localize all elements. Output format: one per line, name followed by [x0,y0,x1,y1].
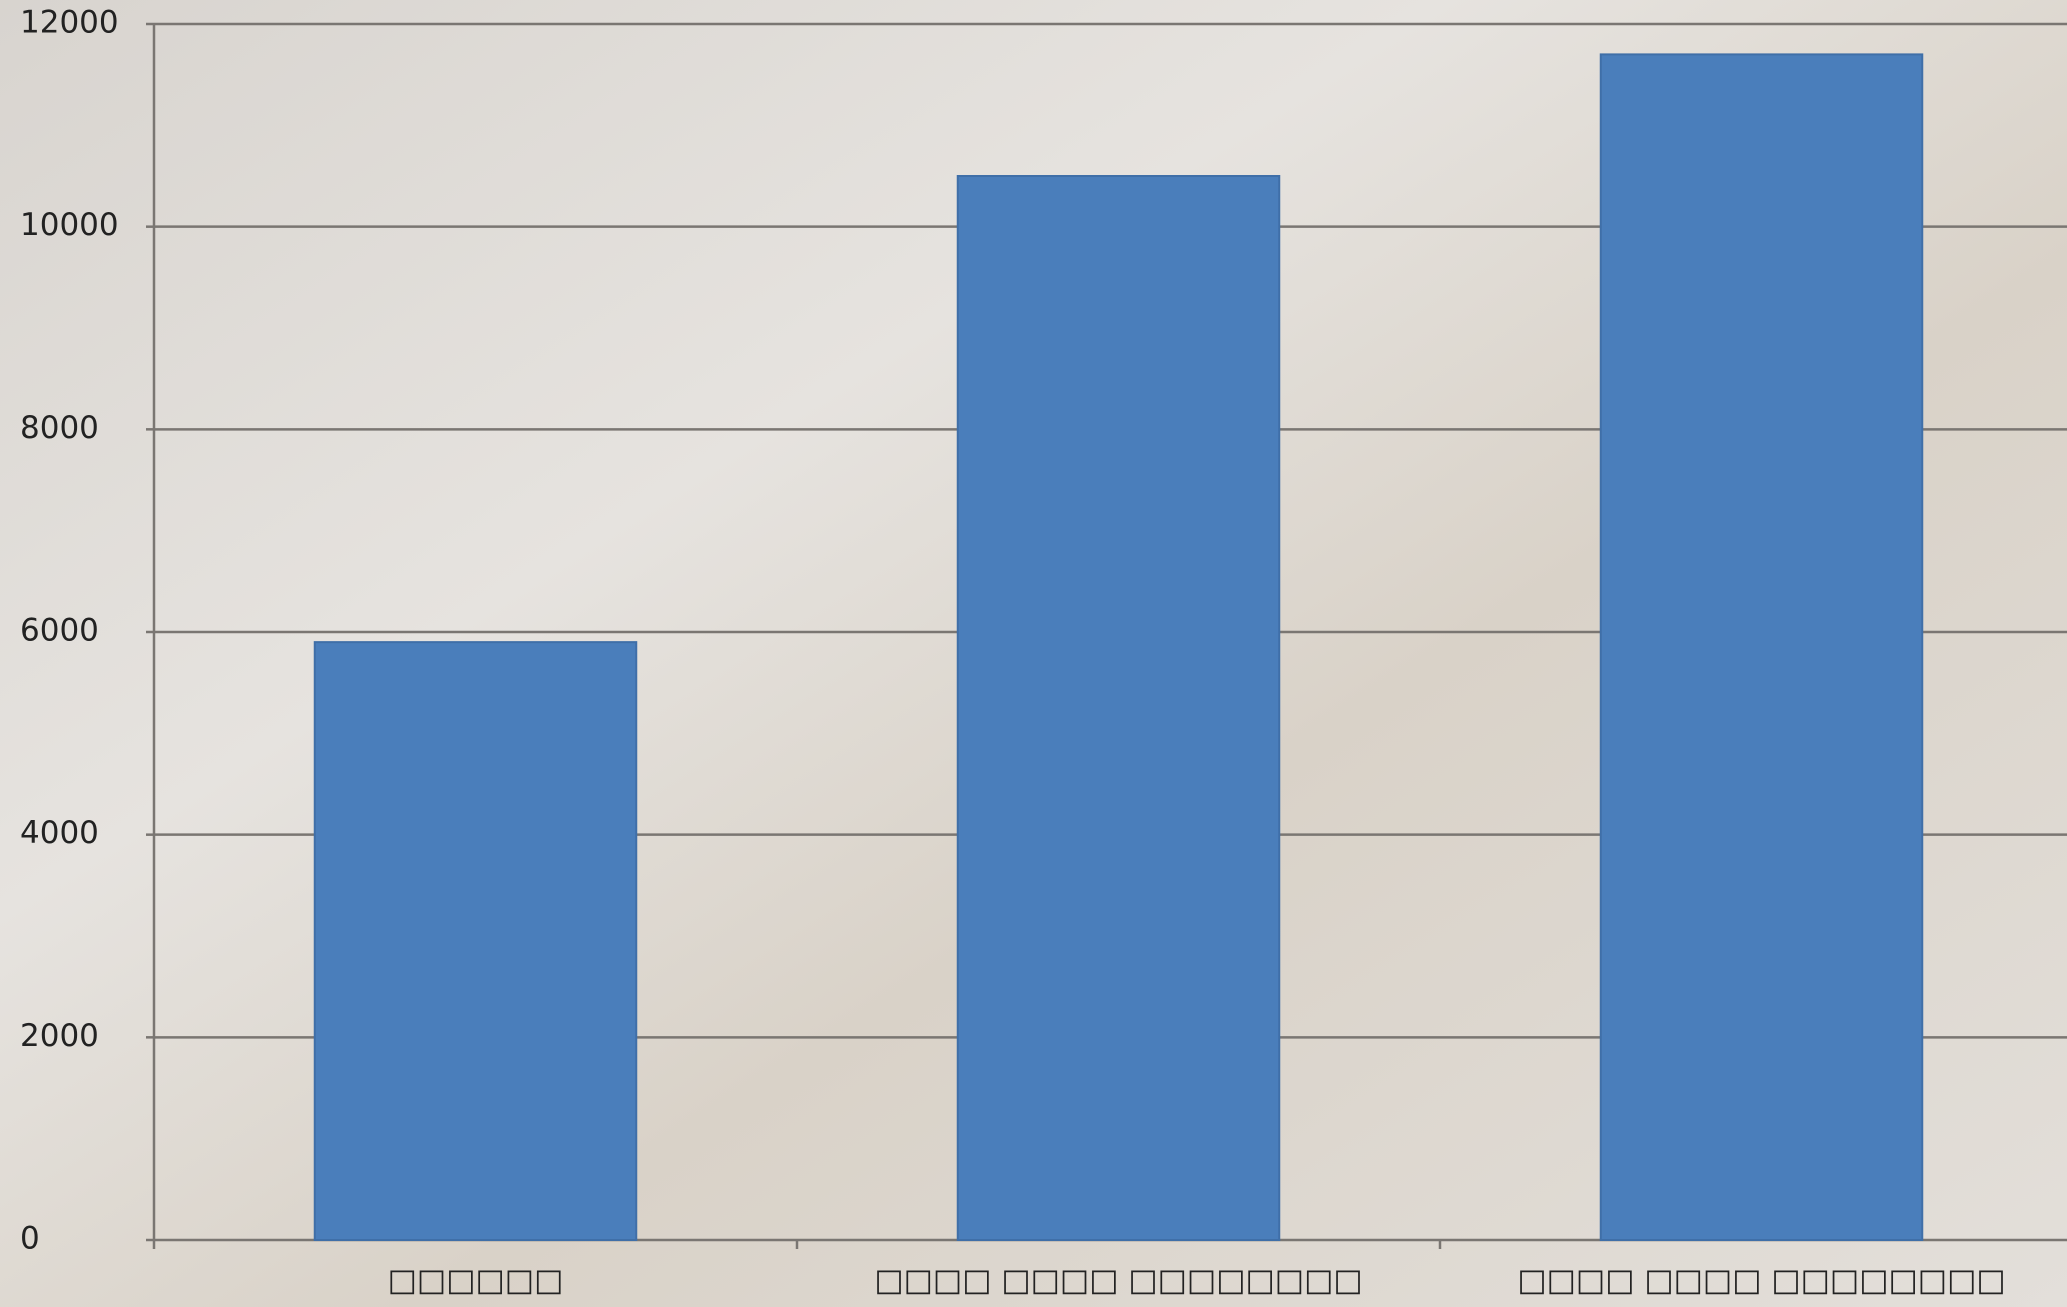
x-tick-label: □□□□□□ [388,1263,564,1299]
bar [1599,53,1924,1241]
y-tick-label: 0 [20,1221,40,1257]
x-tick-label: □□□□ □□□□ □□□□□□□□ [874,1263,1362,1299]
bar [956,175,1281,1241]
x-tick-label: □□□□ □□□□ □□□□□□□□ [1517,1263,2005,1299]
y-tick-label: 2000 [20,1018,99,1054]
y-tick-label: 4000 [20,815,99,851]
bar [313,641,638,1241]
y-tick-label: 6000 [20,613,99,649]
y-tick-label: 10000 [20,207,119,243]
y-tick-label: 12000 [20,5,119,41]
y-tick-label: 8000 [20,410,99,446]
